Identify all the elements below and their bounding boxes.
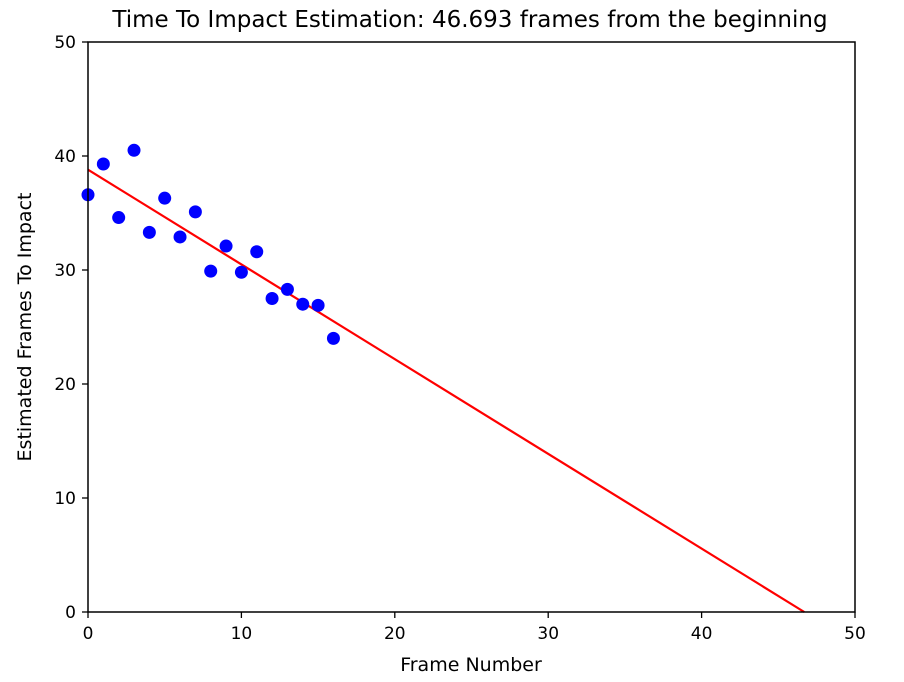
data-point: [265, 292, 279, 305]
scatter-points: [81, 143, 340, 345]
x-tick-label: 30: [537, 624, 559, 644]
x-tick-label: 0: [83, 624, 94, 644]
data-point: [96, 157, 110, 171]
y-tick-label: 50: [54, 33, 76, 53]
axis-ticks: 0 10 20 30 40 50 0 10 20 30 40 50: [54, 33, 865, 644]
data-point: [234, 265, 248, 279]
y-tick-label: 10: [54, 489, 76, 509]
data-point: [188, 205, 202, 219]
data-point: [173, 230, 187, 244]
data-point: [280, 282, 294, 296]
data-point: [326, 331, 340, 345]
chart-title: Time To Impact Estimation: 46.693 frames…: [111, 7, 827, 33]
data-point: [296, 297, 310, 311]
data-point: [142, 225, 156, 239]
y-tick-label: 20: [54, 375, 76, 395]
data-point: [127, 143, 141, 157]
x-tick-label: 40: [691, 624, 713, 644]
x-axis-label: Frame Number: [400, 654, 542, 676]
x-tick-label: 50: [844, 624, 866, 644]
fit-line-layer: [87, 168, 805, 613]
fit-line: [87, 168, 805, 613]
y-tick-label: 30: [54, 261, 76, 281]
data-point: [219, 239, 233, 253]
data-point: [112, 211, 126, 225]
plot-area-frame: [87, 41, 856, 613]
data-point: [311, 298, 325, 312]
y-axis-label: Estimated Frames To Impact: [14, 193, 36, 462]
data-point: [204, 264, 218, 278]
x-tick-label: 20: [384, 624, 406, 644]
y-tick-label: 40: [54, 147, 76, 167]
data-point: [158, 191, 172, 205]
x-tick-label: 10: [231, 624, 253, 644]
data-point: [250, 245, 264, 259]
y-tick-label: 0: [65, 603, 76, 623]
